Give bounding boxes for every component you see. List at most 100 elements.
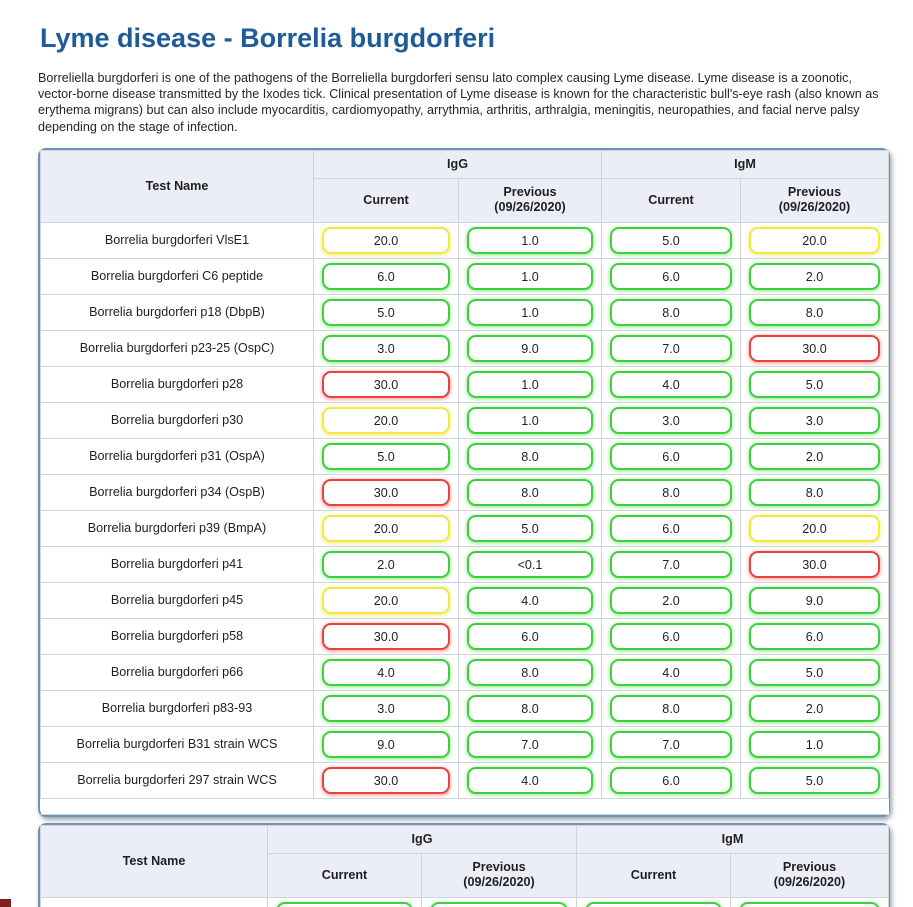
result-cell: 8.0 xyxy=(458,689,602,727)
result-value-box: 8.0 xyxy=(467,694,593,722)
result-cell: 20.0 xyxy=(313,509,459,547)
table-row: Borrelia burgdorferi p23-25 (OspC) 3.0 9.0… xyxy=(40,329,889,367)
previous-label: Previous xyxy=(787,185,842,200)
result-value-box: 7.0 xyxy=(610,730,732,758)
test-name-cell: Borrelia burgdorferi p31 (OspA) xyxy=(40,437,314,475)
previous-label: Previous xyxy=(782,860,837,875)
result-value-box: 9.0 xyxy=(749,586,880,614)
result-value-box xyxy=(585,901,722,907)
result-cell: 8.0 xyxy=(740,293,889,331)
result-cell: 4.0 xyxy=(601,365,741,403)
table-row: Borrelia burgdorferi p83-93 3.0 8.0 8.0 2.0 xyxy=(40,689,889,727)
result-cell: 20.0 xyxy=(313,581,459,619)
test-name-cell: Borrelia burgdorferi p41 xyxy=(40,545,314,583)
results-table-2: Test Name IgG IgM Current Previous (09/2… xyxy=(38,822,890,907)
result-value-box: 30.0 xyxy=(322,766,450,794)
result-cell: 7.0 xyxy=(458,725,602,763)
result-cell: 5.0 xyxy=(601,221,741,259)
result-value-box: 6.0 xyxy=(749,622,880,650)
result-cell: 8.0 xyxy=(458,437,602,475)
result-cell: 6.0 xyxy=(313,257,459,295)
result-value-box: 5.0 xyxy=(322,442,450,470)
table-row: Borrelia burgdorferi C6 peptide 6.0 1.0 6.0… xyxy=(40,257,889,295)
result-value-box: 6.0 xyxy=(467,622,593,650)
page-title: Lyme disease - Borrelia burgdorferi xyxy=(40,23,496,53)
result-cell: 30.0 xyxy=(740,545,889,583)
previous-label: Previous xyxy=(472,860,526,875)
result-value-box: 5.0 xyxy=(749,766,880,794)
current-label: Current xyxy=(648,192,694,207)
igm-current-header: Current xyxy=(601,177,741,223)
result-cell: 6.0 xyxy=(601,617,741,655)
result-value-box xyxy=(276,901,413,907)
result-cell: 8.0 xyxy=(740,473,889,511)
result-cell: 1.0 xyxy=(458,401,602,439)
result-value-box: 1.0 xyxy=(467,262,593,290)
result-cell: 2.0 xyxy=(740,437,889,475)
table-row: Borrelia burgdorferi p34 (OspB) 30.0 8.0 8.… xyxy=(40,473,889,511)
result-value-box: 4.0 xyxy=(467,766,593,794)
result-value-box: 20.0 xyxy=(749,514,880,542)
result-cell: 9.0 xyxy=(313,725,459,763)
result-value-box: 7.0 xyxy=(610,550,732,578)
result-cell: 8.0 xyxy=(601,473,741,511)
test-name-cell: Borrelia burgdorferi p45 xyxy=(40,581,314,619)
result-cell: 5.0 xyxy=(458,509,602,547)
result-value-box: 30.0 xyxy=(749,334,880,362)
result-value-box: 9.0 xyxy=(467,334,593,362)
test-name-cell: Borrelia burgdorferi p18 (DbpB) xyxy=(40,293,314,331)
result-value-box: 8.0 xyxy=(467,478,593,506)
result-cell: 3.0 xyxy=(740,401,889,439)
result-value-box: 30.0 xyxy=(322,478,450,506)
test-name-cell: Borrelia burgdorferi p28 xyxy=(40,365,314,403)
result-cell: 5.0 xyxy=(740,653,889,691)
result-cell: 20.0 xyxy=(313,221,459,259)
previous-date-label: (09/26/2020) xyxy=(494,200,566,215)
result-cell: 8.0 xyxy=(601,293,741,331)
result-cell: 30.0 xyxy=(740,329,889,367)
test-name-cell: Borrelia burgdorferi VlsE1 xyxy=(40,221,314,259)
result-value-box: 30.0 xyxy=(322,370,450,398)
table-row: Borrelia burgdorferi p18 (DbpB) 5.0 1.0 8.0… xyxy=(40,293,889,331)
result-cell: 20.0 xyxy=(740,509,889,547)
result-cell: 9.0 xyxy=(458,329,602,367)
igg-previous-header: Previous (09/26/2020) xyxy=(458,177,602,223)
result-value-box: 5.0 xyxy=(749,658,880,686)
igm-group-header: IgM xyxy=(601,149,889,179)
result-cell: 2.0 xyxy=(601,581,741,619)
result-cell: 1.0 xyxy=(740,725,889,763)
result-cell: 2.0 xyxy=(740,257,889,295)
result-value-box: 20.0 xyxy=(322,406,450,434)
result-value-box: 5.0 xyxy=(467,514,593,542)
current-label: Current xyxy=(363,192,409,207)
result-value-box: 3.0 xyxy=(322,694,450,722)
result-value-box: 8.0 xyxy=(467,442,593,470)
test-name-cell: Borrelia burgdorferi p66 xyxy=(40,653,314,691)
result-cell: 6.0 xyxy=(740,617,889,655)
test-name-cell: Borrelia burgdorferi B31 strain WCS xyxy=(40,725,314,763)
result-value-box: 6.0 xyxy=(610,622,732,650)
previous-date-label: (09/26/2020) xyxy=(778,200,851,215)
result-value-box: 9.0 xyxy=(322,730,450,758)
result-value-box: 4.0 xyxy=(467,586,593,614)
test-name-cell: Borrelia burgdorferi p58 xyxy=(40,617,314,655)
result-cell xyxy=(421,896,577,907)
result-cell: 4.0 xyxy=(458,761,602,799)
igg-current-header: Current xyxy=(267,852,422,898)
result-value-box: 3.0 xyxy=(610,406,732,434)
result-cell xyxy=(267,896,422,907)
result-cell: 5.0 xyxy=(313,293,459,331)
result-value-box: 20.0 xyxy=(322,586,450,614)
result-cell: 2.0 xyxy=(740,689,889,727)
result-cell: 30.0 xyxy=(313,365,459,403)
result-cell: 5.0 xyxy=(740,761,889,799)
result-value-box: 6.0 xyxy=(610,766,732,794)
result-cell: 4.0 xyxy=(313,653,459,691)
result-value-box: 3.0 xyxy=(322,334,450,362)
result-cell: 6.0 xyxy=(601,761,741,799)
igg-group-header: IgG xyxy=(267,824,577,854)
table-1-header: Test Name IgG IgM Current Previous (09/2… xyxy=(40,149,889,223)
table-row: Borrelia burgdorferi p41 2.0 <0.1 7.0 30.0 xyxy=(40,545,889,583)
igm-previous-header: Previous (09/26/2020) xyxy=(740,177,889,223)
result-value-box xyxy=(430,901,568,907)
